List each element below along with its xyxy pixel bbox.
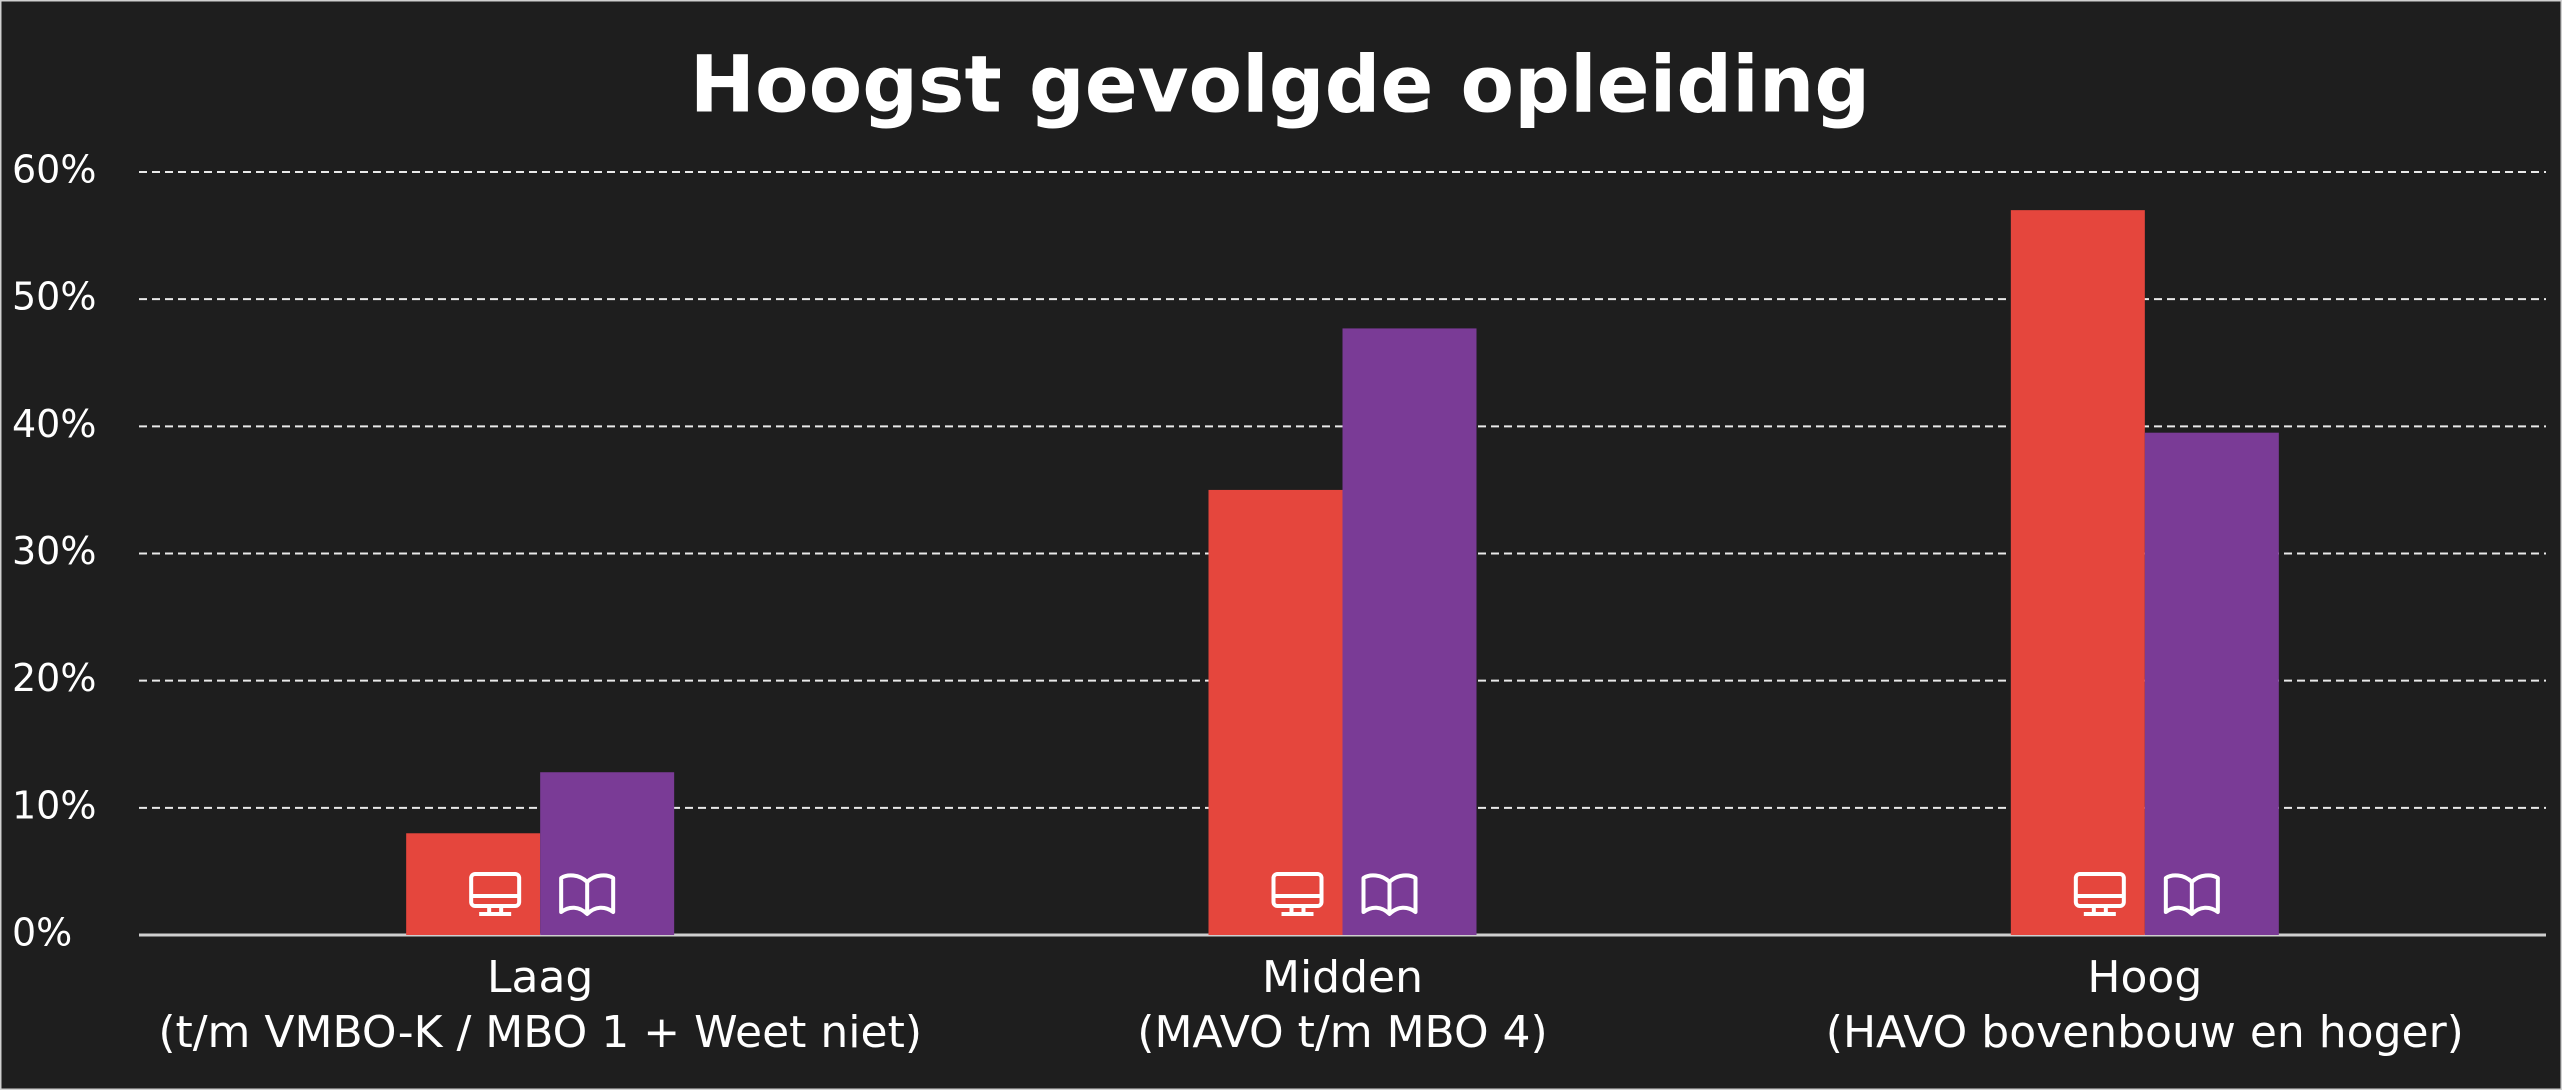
icon-part: [1271, 872, 1324, 908]
bar: [2010, 210, 2145, 935]
monitor-icon: [469, 872, 522, 916]
x-tick-label: Laag: [487, 952, 593, 1003]
y-tick-label: 20%: [12, 656, 96, 700]
icon-part: [559, 873, 616, 916]
y-tick-label: 10%: [12, 783, 96, 827]
book-icon: [2163, 873, 2220, 916]
x-tick-label: (HAVO bovenbouw en hoger): [1826, 1007, 2464, 1058]
icon-part: [1361, 873, 1418, 916]
x-tick-label: Midden: [1262, 952, 1423, 1003]
monitor-icon: [2073, 872, 2126, 916]
x-tick-label: Hoog: [2087, 952, 2202, 1003]
book-icon: [559, 873, 616, 916]
icon-part: [2073, 872, 2126, 908]
y-tick-label: 30%: [12, 529, 96, 573]
chart-title: Hoogst gevolgde opleiding: [690, 40, 1871, 130]
y-tick-label: 60%: [12, 148, 96, 192]
bar: [1342, 328, 1477, 935]
icon-part: [469, 872, 522, 908]
x-tick-label: (t/m VMBO-K / MBO 1 + Weet niet): [158, 1007, 922, 1058]
monitor-icon: [1271, 872, 1324, 916]
book-icon: [1361, 873, 1418, 916]
y-tick-label: 0%: [12, 911, 72, 955]
y-tick-label: 40%: [12, 402, 96, 446]
icon-part: [2163, 873, 2220, 916]
x-tick-label: (MAVO t/m MBO 4): [1137, 1007, 1547, 1058]
y-tick-label: 50%: [12, 275, 96, 319]
bar: [2144, 432, 2279, 935]
bar: [1208, 489, 1343, 935]
